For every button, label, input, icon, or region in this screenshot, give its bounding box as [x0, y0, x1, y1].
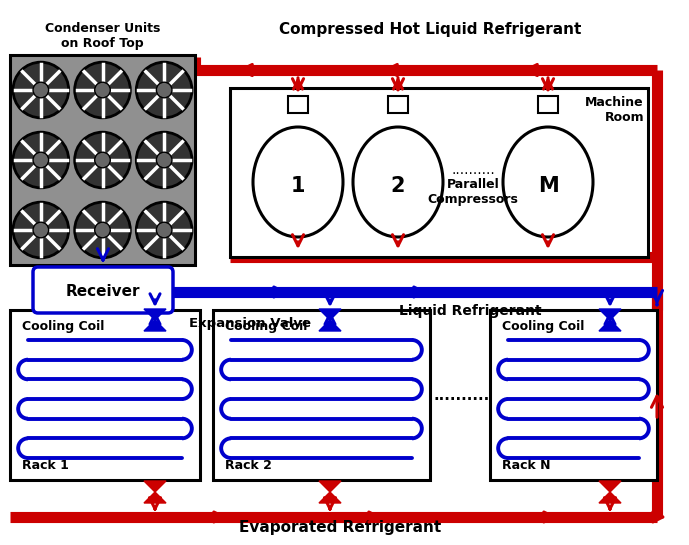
Ellipse shape: [353, 127, 443, 237]
Polygon shape: [319, 309, 341, 320]
Polygon shape: [599, 481, 621, 492]
Circle shape: [33, 222, 49, 238]
Circle shape: [156, 152, 172, 168]
Circle shape: [136, 202, 192, 258]
Polygon shape: [144, 320, 166, 331]
Text: Condenser Units
on Roof Top: Condenser Units on Roof Top: [45, 22, 160, 50]
Polygon shape: [144, 309, 166, 320]
Polygon shape: [599, 309, 621, 320]
Text: Receiver: Receiver: [65, 283, 141, 299]
Text: M: M: [537, 176, 558, 196]
Ellipse shape: [253, 127, 343, 237]
Text: ..........: ..........: [451, 163, 495, 177]
Text: 1: 1: [291, 176, 305, 196]
Text: Evaporated Refrigerant: Evaporated Refrigerant: [239, 520, 441, 535]
Bar: [213, 310, 430, 480]
Circle shape: [74, 132, 130, 188]
Circle shape: [136, 132, 192, 188]
Bar: [538, 96, 558, 113]
Text: Rack 1: Rack 1: [22, 459, 69, 472]
Text: Cooling Coil: Cooling Coil: [22, 320, 104, 333]
Polygon shape: [319, 492, 341, 503]
Text: Liquid Refrigerant: Liquid Refrigerant: [399, 304, 542, 318]
Polygon shape: [144, 492, 166, 503]
Circle shape: [13, 202, 69, 258]
Polygon shape: [144, 481, 166, 492]
Text: Cooling Coil: Cooling Coil: [502, 320, 584, 333]
Text: Rack 2: Rack 2: [225, 459, 272, 472]
Circle shape: [13, 62, 69, 118]
Text: Parallel
Compressors: Parallel Compressors: [428, 178, 518, 206]
Circle shape: [156, 82, 172, 98]
Text: Rack N: Rack N: [502, 459, 551, 472]
Polygon shape: [319, 481, 341, 492]
Circle shape: [13, 132, 69, 188]
Polygon shape: [319, 320, 341, 331]
Circle shape: [74, 202, 130, 258]
Circle shape: [94, 222, 110, 238]
Circle shape: [156, 222, 172, 238]
Bar: [388, 96, 408, 113]
Text: 2: 2: [391, 176, 405, 196]
Text: Compressed Hot Liquid Refrigerant: Compressed Hot Liquid Refrigerant: [279, 22, 582, 37]
Circle shape: [74, 62, 130, 118]
Text: Cooling Coil: Cooling Coil: [225, 320, 307, 333]
Polygon shape: [599, 320, 621, 331]
FancyBboxPatch shape: [33, 267, 173, 313]
Ellipse shape: [503, 127, 593, 237]
Text: ..........: ..........: [434, 387, 490, 403]
Text: Machine
Room: Machine Room: [586, 96, 644, 124]
Bar: [490, 310, 657, 480]
Bar: [10, 55, 195, 265]
Circle shape: [136, 62, 192, 118]
Polygon shape: [599, 492, 621, 503]
Bar: [230, 88, 648, 257]
Circle shape: [33, 82, 49, 98]
Circle shape: [94, 152, 110, 168]
Text: Expansion Valve: Expansion Valve: [189, 317, 311, 330]
Bar: [288, 96, 308, 113]
Bar: [10, 310, 200, 480]
Circle shape: [94, 82, 110, 98]
Circle shape: [33, 152, 49, 168]
